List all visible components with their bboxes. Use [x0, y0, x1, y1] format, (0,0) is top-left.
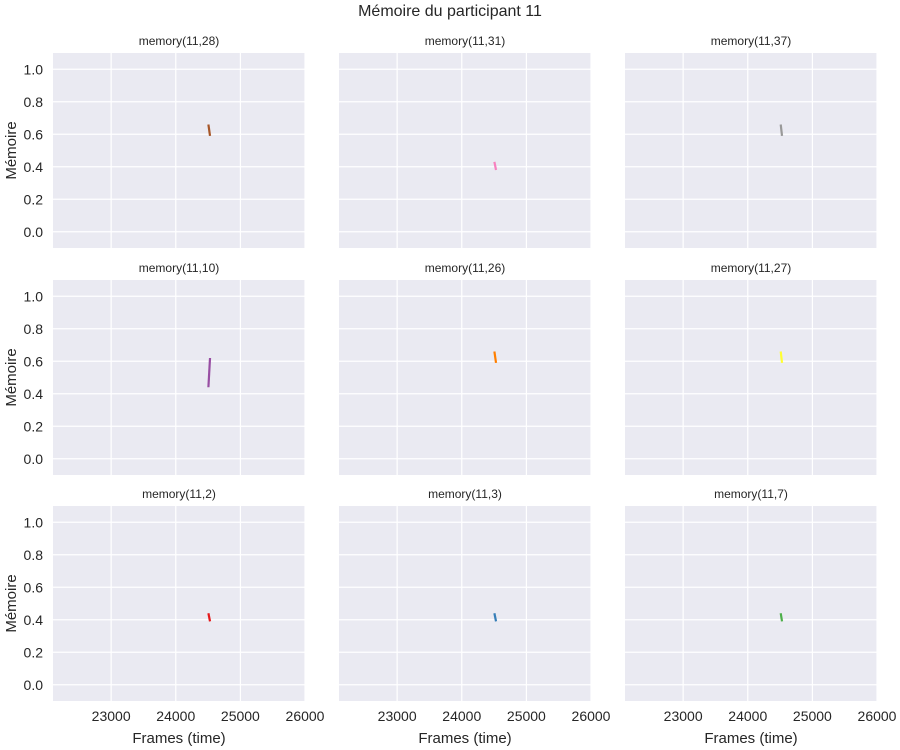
- y-axis-label: Mémoire: [3, 574, 20, 632]
- x-axis-label: Frames (time): [704, 730, 797, 747]
- x-tick-label: 23000: [92, 708, 131, 724]
- subplot-7: memory(11,2) 0.0 0.2 0.4 0.6 0.8 1.0 23000 24000…: [3, 487, 325, 747]
- figure-title: Mémoire du participant 11: [358, 3, 542, 20]
- x-tick-label: 23000: [664, 708, 703, 724]
- plot-area: [53, 506, 305, 701]
- y-tick-label: 0.0: [24, 224, 44, 240]
- y-tick-label: 0.4: [24, 612, 44, 628]
- subplot-2: memory(11,31): [339, 34, 592, 248]
- plot-area: [53, 53, 305, 248]
- plot-area: [625, 53, 877, 248]
- plot-area: [339, 506, 591, 701]
- x-axis-label: Frames (time): [418, 730, 511, 747]
- y-tick-label: 0.2: [24, 191, 44, 207]
- y-axis-label: Mémoire: [3, 121, 20, 179]
- subplot-title: memory(11,27): [711, 261, 791, 275]
- x-tick-label: 24000: [156, 708, 195, 724]
- y-tick-label: 0.8: [24, 321, 44, 337]
- y-tick-label: 0.6: [24, 579, 44, 595]
- subplot-title: memory(11,3): [428, 487, 502, 501]
- subplot-title: memory(11,28): [139, 34, 219, 48]
- plot-area: [339, 53, 591, 248]
- series-line: [779, 124, 784, 137]
- series-line: [493, 351, 498, 364]
- y-tick-label: 0.4: [24, 159, 44, 175]
- series-line: [207, 613, 212, 622]
- y-tick-label: 1.0: [24, 514, 44, 530]
- subplot-6: memory(11,27): [625, 261, 878, 475]
- plot-area: [625, 280, 877, 475]
- y-tick-label: 0.6: [24, 353, 44, 369]
- x-tick-label: 25000: [221, 708, 260, 724]
- subplot-9: memory(11,7) 23000 24000 25000 26000 Frames (…: [625, 487, 897, 747]
- y-tick-label: 0.0: [24, 677, 44, 693]
- subplot-title: memory(11,37): [711, 34, 791, 48]
- plot-area: [53, 280, 305, 475]
- series-line: [493, 161, 498, 171]
- subplot-title: memory(11,2): [142, 487, 216, 501]
- subplot-title: memory(11,26): [425, 261, 505, 275]
- y-tick-label: 0.8: [24, 94, 44, 110]
- y-tick-label: 1.0: [24, 61, 44, 77]
- y-tick-label: 0.2: [24, 644, 44, 660]
- y-tick-label: 1.0: [24, 288, 44, 304]
- subplot-8: memory(11,3) 23000 24000 25000 26000 Frames (…: [339, 487, 611, 747]
- plot-area: [339, 280, 591, 475]
- subplot-5: memory(11,26): [339, 261, 592, 475]
- x-tick-label: 26000: [572, 708, 611, 724]
- y-tick-label: 0.0: [24, 451, 44, 467]
- y-tick-label: 0.4: [24, 386, 44, 402]
- series-line: [779, 351, 784, 364]
- subplot-1: memory(11,28) 0.0 0.2 0.4 0.6 0.8 1.0 Mémoire: [3, 34, 306, 248]
- subplot-4: memory(11,10) 0.0 0.2 0.4 0.6 0.8 1.0 Mémoire: [3, 261, 306, 475]
- subplot-3: memory(11,37): [625, 34, 878, 248]
- x-tick-label: 25000: [793, 708, 832, 724]
- x-tick-label: 23000: [378, 708, 417, 724]
- series-line: [207, 124, 212, 137]
- plot-area: [625, 506, 877, 701]
- y-tick-label: 0.6: [24, 126, 44, 142]
- series-line: [779, 613, 784, 622]
- subplot-title: memory(11,10): [139, 261, 219, 275]
- y-tick-label: 0.2: [24, 418, 44, 434]
- x-tick-label: 25000: [507, 708, 546, 724]
- x-tick-label: 26000: [858, 708, 897, 724]
- series-line: [493, 613, 498, 622]
- x-tick-label: 26000: [286, 708, 325, 724]
- subplot-title: memory(11,31): [425, 34, 505, 48]
- series-line: [207, 357, 212, 388]
- y-axis-label: Mémoire: [3, 348, 20, 406]
- x-axis-label: Frames (time): [132, 730, 225, 747]
- x-tick-label: 24000: [442, 708, 481, 724]
- x-tick-label: 24000: [728, 708, 767, 724]
- y-tick-label: 0.8: [24, 547, 44, 563]
- subplot-title: memory(11,7): [714, 487, 788, 501]
